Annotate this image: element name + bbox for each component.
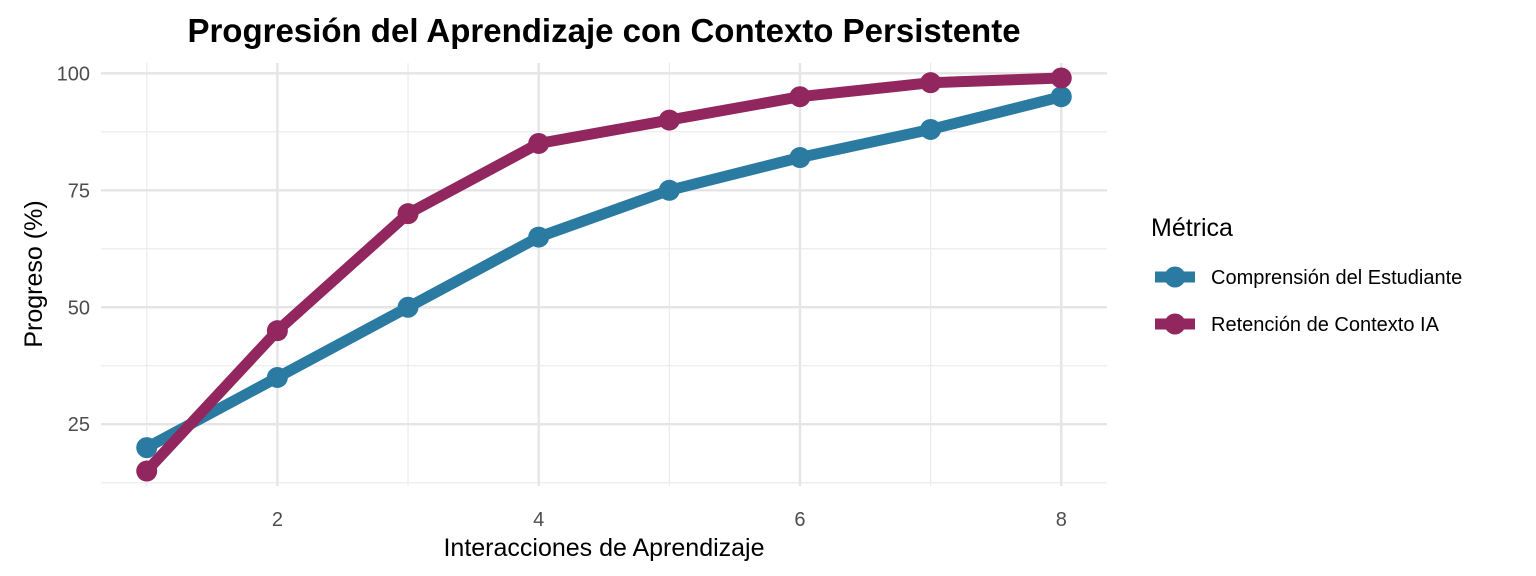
data-point [658, 179, 680, 201]
x-tick-label: 6 [794, 509, 805, 531]
legend-label: Comprensión del Estudiante [1211, 267, 1462, 289]
legend-key-point [1164, 266, 1186, 288]
legend-item: Comprensión del Estudiante [1155, 266, 1462, 289]
data-point [920, 118, 942, 140]
y-axis-label: Progreso (%) [20, 200, 48, 347]
x-tick-label: 8 [1056, 509, 1067, 531]
data-point [266, 366, 288, 388]
data-point [1050, 67, 1072, 89]
y-axis-ticks: 25 50 75 100 [57, 63, 90, 436]
legend-key-point [1164, 313, 1186, 335]
legend: Métrica Comprensión del Estudiante Retenc… [1151, 214, 1462, 336]
y-tick-label: 50 [68, 297, 90, 319]
legend-label: Retención de Contexto IA [1211, 314, 1440, 336]
series-line [142, 72, 1062, 475]
y-tick-label: 25 [68, 414, 90, 436]
series-line [144, 91, 1063, 453]
data-point [397, 203, 419, 225]
data-point [266, 320, 288, 342]
series-2 [136, 67, 1072, 482]
chart-title: Progresión del Aprendizaje con Contexto … [187, 12, 1020, 49]
major-gridlines [101, 63, 1107, 486]
data-point [789, 86, 811, 108]
y-tick-label: 75 [68, 180, 90, 202]
legend-item: Retención de Contexto IA [1155, 313, 1440, 336]
data-point [136, 437, 158, 459]
data-point [658, 109, 680, 131]
series-layer [136, 67, 1072, 482]
data-point [528, 226, 550, 248]
data-point [397, 296, 419, 318]
x-axis-ticks: 2 4 6 8 [272, 509, 1067, 531]
legend-title: Métrica [1151, 214, 1233, 242]
data-point [528, 132, 550, 154]
x-axis-label: Interacciones de Aprendizaje [443, 534, 764, 562]
data-point [920, 72, 942, 94]
x-tick-label: 2 [272, 509, 283, 531]
data-point [1050, 86, 1072, 108]
series-1 [136, 86, 1072, 459]
x-tick-label: 4 [533, 509, 544, 531]
data-point [136, 460, 158, 482]
data-point [789, 147, 811, 169]
y-tick-label: 100 [57, 63, 90, 85]
